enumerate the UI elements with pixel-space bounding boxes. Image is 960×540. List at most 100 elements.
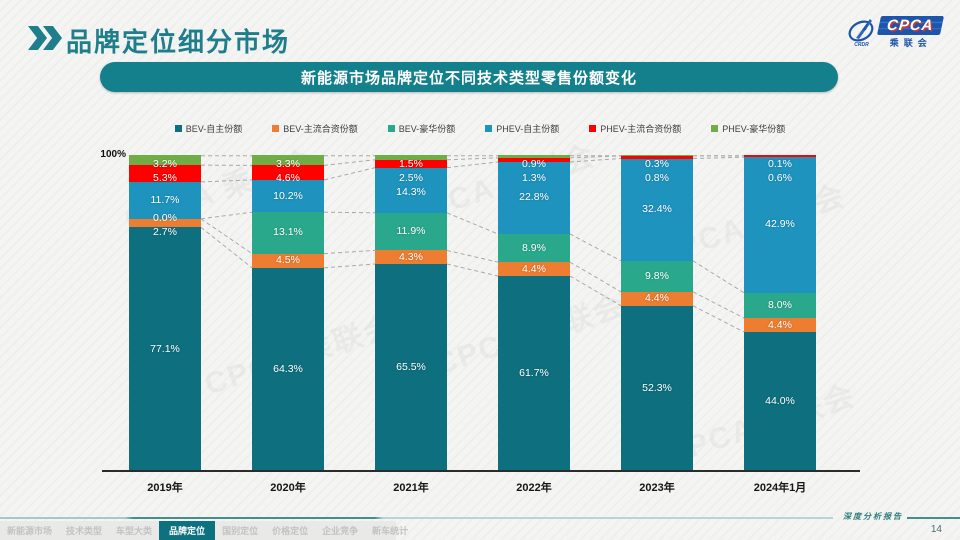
- chart-title: 新能源市场品牌定位不同技术类型零售份额变化: [300, 69, 637, 87]
- legend-label: PHEV-主流合资份额: [600, 124, 682, 134]
- bar-segment: [129, 155, 201, 166]
- bar-segment: [129, 181, 201, 219]
- bar-segment: [375, 212, 447, 251]
- value-label: 77.1%: [150, 342, 180, 355]
- bar-2021年: [375, 155, 447, 471]
- value-label: 3.3%: [276, 157, 300, 170]
- bar-segment: [744, 318, 816, 332]
- value-label: 0.1%: [768, 157, 792, 170]
- bar-segment: [744, 331, 816, 471]
- stacked-bar-chart: 3.2% 5.3% 11.7% 0.0% 2.7% 77.1% 3.3% 4.6% 10.2% 1…: [102, 155, 860, 471]
- footer-tab-品牌定位[interactable]: 品牌定位: [159, 521, 216, 540]
- bar-segment: [375, 159, 447, 168]
- bar-segment: [129, 218, 201, 228]
- bar-segment: [621, 291, 693, 306]
- cpca-chinese-name: 乘联会: [889, 38, 932, 48]
- legend-swatch: [387, 125, 395, 132]
- bar-segment: [129, 227, 201, 471]
- legend-label: BEV-自主份额: [185, 124, 243, 134]
- value-label: 22.8%: [519, 191, 549, 204]
- legend-label: PHEV-豪华份额: [722, 124, 786, 134]
- bar-segment: [252, 165, 324, 180]
- legend-swatch: [589, 125, 597, 132]
- value-label: 44.0%: [765, 394, 795, 407]
- bar-segment: [252, 155, 324, 166]
- legend-swatch: [174, 125, 182, 132]
- chart-title-banner: 新能源市场品牌定位不同技术类型零售份额变化: [100, 62, 838, 92]
- bar-segment: [744, 157, 816, 293]
- chevron-right-icon: [43, 26, 62, 50]
- bar-segment: [621, 155, 693, 156]
- bar-segment: [375, 167, 447, 213]
- footer-tab-价格定位[interactable]: 价格定位: [272, 526, 309, 536]
- bar-2019年: [129, 155, 201, 471]
- bar-segment: [375, 264, 447, 471]
- bar-segment: [498, 157, 570, 162]
- footer-tab-新车统计[interactable]: 新车统计: [372, 526, 409, 536]
- value-label: 2.7%: [153, 226, 177, 239]
- x-axis-label: 2023年: [639, 482, 675, 494]
- bar-2020年: [252, 155, 324, 471]
- value-label: 65.5%: [396, 361, 426, 373]
- legend-item: BEV-主流合资份额: [272, 122, 358, 135]
- footer-tab-企业竞争[interactable]: 企业竞争: [322, 526, 359, 536]
- legend-item: PHEV-自主份额: [485, 122, 559, 135]
- value-label: 10.2%: [273, 189, 303, 202]
- value-label: 8.0%: [768, 298, 792, 311]
- footer-tab-车型大类[interactable]: 车型大类: [116, 526, 153, 536]
- legend-swatch: [711, 125, 719, 132]
- value-label: 2.5%: [399, 171, 423, 184]
- bar-segment: [498, 276, 570, 471]
- bar-segment: [498, 155, 570, 158]
- value-label: 4.4%: [522, 262, 546, 275]
- connector-lines: [200, 155, 745, 333]
- value-label: 0.9%: [522, 157, 546, 170]
- x-axis-label: 2022年: [516, 482, 552, 494]
- value-label: 4.6%: [276, 171, 300, 184]
- value-label: 5.3%: [153, 171, 177, 184]
- value-label: 0.0%: [153, 212, 177, 225]
- legend-item: BEV-自主份额: [174, 122, 243, 135]
- page-title: 品牌定位细分市场: [66, 27, 291, 57]
- title-chevrons-icon: [28, 26, 62, 50]
- value-label: 4.5%: [276, 254, 300, 267]
- x-axis-label: 2021年: [393, 482, 429, 494]
- bar-segment: [498, 262, 570, 277]
- footer-tab-技术类型[interactable]: 技术类型: [66, 526, 103, 536]
- value-label: 1.5%: [399, 157, 423, 170]
- footer-tab-国别定位[interactable]: 国别定位: [222, 526, 259, 536]
- bar-segment: [744, 155, 816, 158]
- bar-segment: [621, 260, 693, 292]
- legend-item: PHEV-豪华份额: [711, 122, 785, 135]
- value-label: 13.1%: [273, 226, 303, 239]
- bar-segment: [621, 158, 693, 261]
- legend-swatch: [485, 125, 493, 132]
- value-label: 4.4%: [768, 318, 792, 331]
- legend-label: BEV-主流合资份额: [283, 124, 358, 134]
- bar-2024年1月: [744, 155, 816, 471]
- footer-tab-bar: 新能源市场 技术类型 车型大类 品牌定位 国别定位 价格定位 企业竞争 新车统计: [0, 521, 408, 540]
- value-label: 4.3%: [399, 250, 423, 263]
- value-label: 61.7%: [519, 367, 549, 379]
- bar-segment: [744, 292, 816, 319]
- x-axis-line: [102, 470, 860, 472]
- report-label: 深度分析报告: [843, 511, 903, 521]
- chevron-right-icon: [28, 26, 47, 50]
- cpca-wordmark: CPCA: [877, 16, 945, 35]
- bar-2023年: [621, 155, 693, 471]
- footer-divider: [0, 517, 833, 519]
- cpca-swoosh-icon: CRDR: [846, 18, 876, 48]
- bar-segment: [252, 267, 324, 471]
- value-label: 11.7%: [150, 193, 180, 206]
- bar-segment: [252, 212, 324, 254]
- legend-item: BEV-豪华份额: [387, 122, 455, 135]
- footer-tab-新能源市场[interactable]: 新能源市场: [7, 526, 53, 536]
- legend-swatch: [272, 125, 280, 132]
- value-label: 32.4%: [642, 203, 672, 216]
- x-axis-label: 2019年: [147, 482, 183, 494]
- bar-segment: [129, 165, 201, 182]
- legend-item: PHEV-主流合资份额: [589, 122, 681, 135]
- value-label: 0.3%: [645, 157, 669, 170]
- bar-segment: [375, 155, 447, 160]
- value-label: 42.9%: [765, 218, 795, 231]
